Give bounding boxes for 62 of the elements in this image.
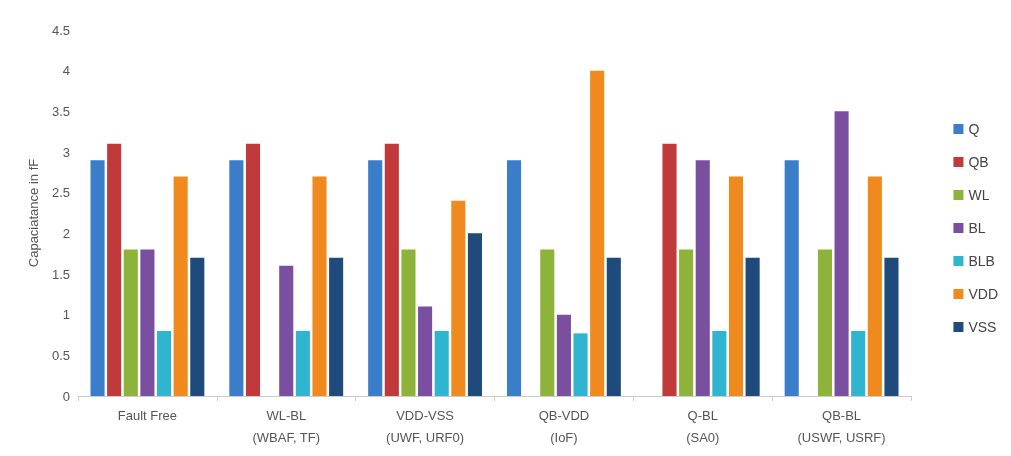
y-tick-label: 2 [62,225,70,241]
bar [245,143,261,396]
bar [784,160,799,396]
bar [662,143,677,396]
y-tick-label: 0.5 [51,347,70,363]
bar [384,143,399,396]
legend-label: QB [968,154,989,170]
bar [817,249,832,396]
bar [867,176,882,396]
bar [590,70,605,396]
bar [712,330,727,396]
bar [507,160,522,396]
bar [573,333,588,396]
bar [295,330,310,396]
bar [157,330,172,396]
y-tick-label: 4.5 [51,22,70,38]
y-tick-label: 1 [62,307,70,323]
legend-label: Q [968,121,980,137]
bar [451,200,466,396]
x-tick-label: QB-BL (USWF, USRF) [797,407,886,445]
x-tick-label: WL-BL (WBAF, TF) [252,407,321,445]
bar [229,160,244,396]
bar [851,330,866,396]
bar [190,257,205,396]
x-tick-label: Q-BL (SA0) [686,407,720,445]
y-tick-label: 4 [62,63,70,79]
bar [745,257,760,396]
bar [834,111,849,396]
bar [467,233,483,396]
bar [312,176,327,396]
y-tick-label: 0 [62,388,70,404]
bar [728,176,744,396]
y-tick-label: 2.5 [51,185,70,201]
bar [140,249,155,396]
legend-label: BL [968,220,986,236]
y-tick-label: 3 [62,144,70,160]
x-tick-label: VDD-VSS (UWF, URF0) [386,407,465,445]
bar [434,330,449,396]
legend-label: VSS [968,319,997,335]
y-tick-label: 3.5 [51,103,70,119]
bar [107,143,122,396]
bar [123,249,138,396]
bar [606,257,621,396]
bar [556,314,571,396]
legend-label: VDD [968,286,998,302]
bar [540,249,555,396]
bar [279,265,294,396]
x-tick-label: Fault Free [117,407,178,423]
y-axis-title: Capaciatance in fF [26,158,41,268]
bar [173,176,188,396]
x-tick-label: QB-VDD (IoF) [538,407,590,445]
bar [329,257,344,396]
bar [884,257,899,396]
y-tick-label: 1.5 [51,266,70,282]
bar [679,249,694,396]
bar [90,160,105,396]
legend-label: WL [968,187,990,203]
bar [695,160,710,396]
bar [418,306,433,396]
bar [368,160,383,396]
legend-label: BLB [968,253,995,269]
bar [401,249,416,396]
